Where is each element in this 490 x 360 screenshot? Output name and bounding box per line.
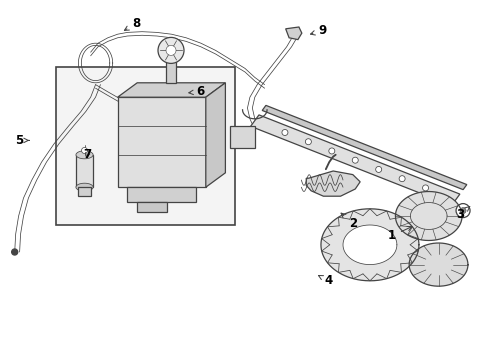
Text: 3: 3 <box>457 207 470 221</box>
Text: 4: 4 <box>318 274 332 287</box>
Polygon shape <box>343 225 397 265</box>
Polygon shape <box>262 105 467 190</box>
Circle shape <box>282 130 288 135</box>
Text: 7: 7 <box>83 148 91 161</box>
Circle shape <box>166 45 176 55</box>
Polygon shape <box>137 202 167 212</box>
Circle shape <box>81 148 88 153</box>
Text: 5: 5 <box>16 134 29 147</box>
Circle shape <box>460 208 466 213</box>
Bar <box>56 67 235 225</box>
Polygon shape <box>321 209 419 281</box>
Circle shape <box>12 249 18 255</box>
Polygon shape <box>250 115 460 206</box>
Circle shape <box>399 176 405 182</box>
Polygon shape <box>306 171 360 196</box>
Circle shape <box>305 139 311 145</box>
Polygon shape <box>409 243 468 286</box>
Circle shape <box>329 148 335 154</box>
Text: 6: 6 <box>189 85 204 98</box>
Polygon shape <box>78 187 91 196</box>
Polygon shape <box>230 126 255 148</box>
Polygon shape <box>118 83 225 97</box>
Circle shape <box>158 37 184 63</box>
Polygon shape <box>118 97 206 187</box>
Circle shape <box>376 166 382 172</box>
Polygon shape <box>206 83 225 187</box>
Polygon shape <box>76 155 93 187</box>
Circle shape <box>456 204 470 217</box>
Text: 1: 1 <box>388 226 412 242</box>
Ellipse shape <box>76 183 93 191</box>
Polygon shape <box>127 187 196 202</box>
Polygon shape <box>395 192 462 240</box>
Ellipse shape <box>76 151 93 159</box>
Circle shape <box>422 185 429 191</box>
Text: 8: 8 <box>124 17 140 30</box>
Polygon shape <box>286 27 302 40</box>
Text: 9: 9 <box>311 24 326 37</box>
Text: 2: 2 <box>341 213 357 230</box>
Polygon shape <box>166 58 176 83</box>
Circle shape <box>352 157 358 163</box>
